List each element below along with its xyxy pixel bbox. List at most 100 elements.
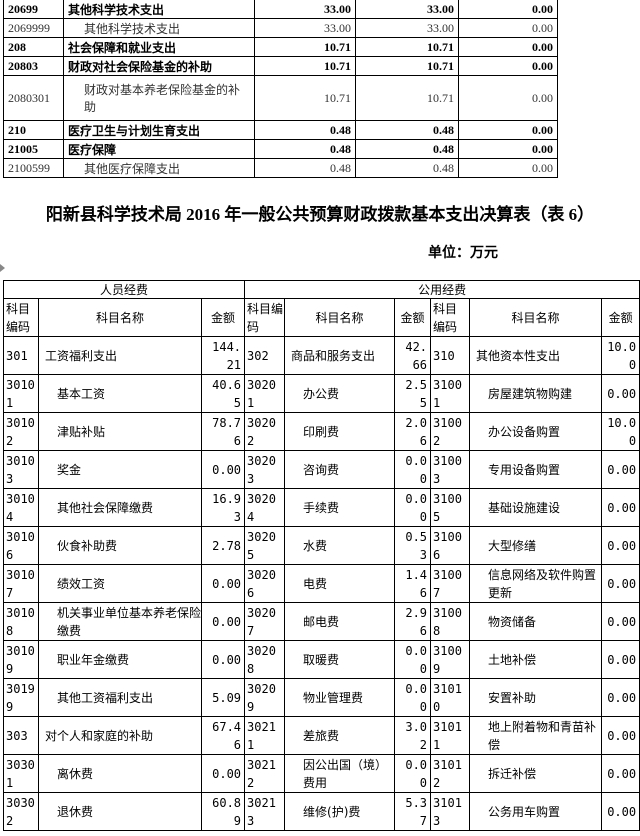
code-cell: 301 (3, 336, 39, 375)
code-cell: 302 (244, 336, 286, 375)
table-row: 20803 财政对社会保险基金的补助 10.71 10.71 0.00 (3, 56, 558, 76)
table-row: 210 医疗卫生与计划生育支出 0.48 0.48 0.00 (3, 120, 558, 140)
name-cell: 办公费 (284, 374, 396, 413)
amount-cell: 3.02 (394, 716, 432, 755)
group-header-personnel: 人员经费 (2, 280, 246, 299)
code-cell: 30103 (3, 450, 39, 489)
code-cell: 20699 (3, 0, 64, 19)
table-row: 303 对个人和家庭的补助 67.46 30211 差旅费 3.02 31011 地上附着物和… (3, 716, 640, 755)
name-cell: 印刷费 (284, 412, 396, 451)
amount-cell: 2.96 (394, 602, 432, 641)
code-cell: 310 (430, 336, 471, 375)
amount-cell: 60.89 (200, 792, 246, 831)
header-name: 科目名称 (284, 298, 396, 337)
name-cell: 专用设备购置 (469, 450, 603, 489)
amount-cell: 33.00 (254, 18, 356, 38)
amount-cell: 0.00 (458, 56, 558, 76)
code-cell: 30205 (244, 526, 286, 565)
code-cell: 30206 (244, 564, 286, 603)
name-cell: 取暖费 (284, 640, 396, 679)
table-row: 208 社会保障和就业支出 10.71 10.71 0.00 (3, 37, 558, 57)
amount-cell: 0.48 (355, 139, 459, 159)
code-cell: 30102 (3, 412, 39, 451)
amount-cell: 0.00 (458, 120, 558, 140)
code-cell: 30209 (244, 678, 286, 717)
name-cell: 公务用车购置 (469, 792, 603, 831)
name-cell: 津贴补贴 (38, 412, 202, 451)
name-cell: 其他科学技术支出 (63, 0, 255, 19)
name-cell: 因公出国（境）费用 (284, 754, 396, 793)
name-cell: 维修(护)费 (284, 792, 396, 831)
amount-cell: 0.00 (601, 450, 640, 489)
code-cell: 31010 (430, 678, 471, 717)
amount-cell: 0.00 (601, 754, 640, 793)
amount-cell: 67.46 (200, 716, 246, 755)
code-cell: 30212 (244, 754, 286, 793)
amount-cell: 10.71 (254, 75, 356, 121)
name-cell: 其他资本性支出 (469, 336, 603, 375)
amount-cell: 0.00 (458, 37, 558, 57)
name-cell: 财政对社会保险基金的补助 (63, 56, 255, 76)
name-cell: 电费 (284, 564, 396, 603)
amount-cell: 5.09 (200, 678, 246, 717)
code-cell: 208 (3, 37, 64, 57)
code-cell: 30104 (3, 488, 39, 527)
page-title: 阳新县科学技术局 2016 年一般公共预算财政拨款基本支出决算表（表 6） (45, 205, 595, 224)
code-cell: 30301 (3, 754, 39, 793)
amount-cell: 0.00 (394, 678, 432, 717)
header-amount: 金额 (200, 298, 246, 337)
name-cell: 物资储备 (469, 602, 603, 641)
amount-cell: 0.48 (254, 120, 356, 140)
code-cell: 31012 (430, 754, 471, 793)
amount-cell: 42.66 (394, 336, 432, 375)
code-cell: 2100599 (3, 158, 64, 178)
name-cell: 地上附着物和青苗补偿 (469, 716, 603, 755)
amount-cell: 0.00 (458, 139, 558, 159)
amount-cell: 2.06 (394, 412, 432, 451)
amount-cell: 0.00 (200, 640, 246, 679)
amount-cell: 0.00 (601, 488, 640, 527)
amount-cell: 0.00 (601, 526, 640, 565)
name-cell: 基础设施建设 (469, 488, 603, 527)
amount-cell: 0.00 (601, 716, 640, 755)
amount-cell: 33.00 (254, 0, 356, 19)
code-cell: 303 (3, 716, 39, 755)
name-cell: 财政对基本养老保险基金的补助 (63, 75, 255, 121)
header-amount: 金额 (601, 298, 640, 337)
table-row: 30101 基本工资 40.65 30201 办公费 2.55 31001 房屋建筑物购建 0.… (3, 374, 640, 413)
arrow-marker-icon (0, 264, 5, 272)
table-row: 30104 其他社会保障缴费 16.93 30204 手续费 0.00 31005 基础设施建… (3, 488, 640, 527)
name-cell: 退休费 (38, 792, 202, 831)
name-cell: 办公设备购置 (469, 412, 603, 451)
amount-cell: 10.71 (355, 56, 459, 76)
table-row: 301 工资福利支出 144.21 302 商品和服务支出 42.66 310 其他资本性支出… (3, 336, 640, 375)
code-cell: 30106 (3, 526, 39, 565)
name-cell: 其他社会保障缴费 (38, 488, 202, 527)
name-cell: 土地补偿 (469, 640, 603, 679)
code-cell: 30203 (244, 450, 286, 489)
table-row: 20699 其他科学技术支出 33.00 33.00 0.00 (3, 0, 558, 19)
header-amount: 金额 (394, 298, 432, 337)
name-cell: 对个人和家庭的补助 (38, 716, 202, 755)
code-cell: 30107 (3, 564, 39, 603)
name-cell: 信息网络及软件购置更新 (469, 564, 603, 603)
amount-cell: 0.00 (458, 75, 558, 121)
code-cell: 30202 (244, 412, 286, 451)
name-cell: 邮电费 (284, 602, 396, 641)
amount-cell: 0.00 (394, 450, 432, 489)
name-cell: 物业管理费 (284, 678, 396, 717)
amount-cell: 0.48 (355, 120, 459, 140)
code-cell: 30108 (3, 602, 39, 641)
code-cell: 30302 (3, 792, 39, 831)
basic-expenditure-table: 人员经费 公用经费 科目编码 科目名称 金额 科目编码 科目名称 金额 科目编码… (2, 280, 640, 831)
header-code: 科目编码 (430, 298, 471, 337)
code-cell: 31013 (430, 792, 471, 831)
amount-cell: 2.55 (394, 374, 432, 413)
table-row: 30102 津贴补贴 78.76 30202 印刷费 2.06 31002 办公设备购置 10.… (3, 412, 640, 451)
name-cell: 绩效工资 (38, 564, 202, 603)
amount-cell: 2.78 (200, 526, 246, 565)
table-row: 21005 医疗保障 0.48 0.48 0.00 (3, 139, 558, 159)
previous-table-continuation: 20699 其他科学技术支出 33.00 33.00 0.00 2069999 其他科学技术… (3, 0, 558, 178)
name-cell: 奖金 (38, 450, 202, 489)
code-cell: 30207 (244, 602, 286, 641)
